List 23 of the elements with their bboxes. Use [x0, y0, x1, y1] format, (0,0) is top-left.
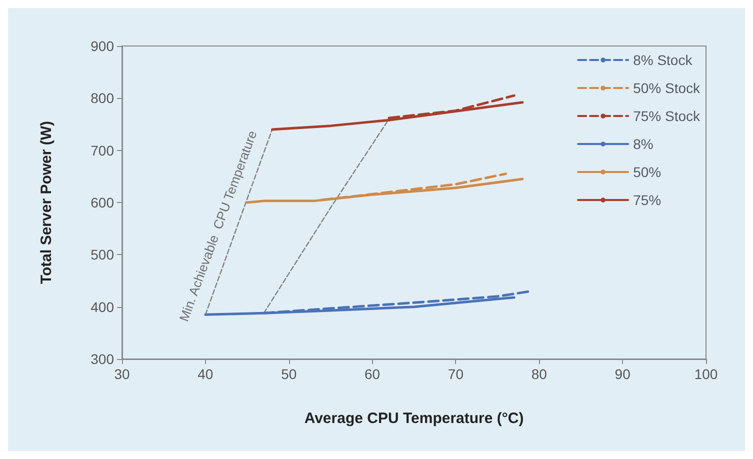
legend-label: 50%	[633, 164, 662, 180]
y-tick-label: 900	[90, 38, 114, 54]
legend-label: 75% Stock	[633, 108, 701, 124]
y-axis-title: Total Server Power (W)	[38, 120, 55, 284]
x-tick-label: 40	[198, 366, 214, 382]
x-tick-label: 90	[614, 366, 631, 382]
x-tick-label: 80	[531, 366, 548, 382]
legend-label: 75%	[633, 192, 662, 208]
y-tick-label: 400	[90, 298, 114, 315]
y-tick-label: 300	[90, 351, 114, 367]
y-tick-label: 700	[90, 142, 114, 158]
x-tick-label: 100	[694, 366, 718, 382]
x-tick-label: 60	[364, 366, 380, 382]
x-tick-label: 30	[114, 366, 130, 382]
y-tick-label: 600	[90, 194, 114, 210]
legend-label: 8% Stock	[633, 52, 694, 68]
x-tick-label: 70	[448, 366, 464, 382]
y-tick-label: 500	[90, 246, 114, 263]
y-tick-label: 800	[90, 90, 114, 106]
legend-label: 50% Stock	[633, 80, 701, 96]
legend-label: 8%	[633, 136, 654, 152]
x-axis-title: Average CPU Temperature (°C)	[304, 410, 524, 427]
x-tick-label: 50	[281, 366, 297, 382]
